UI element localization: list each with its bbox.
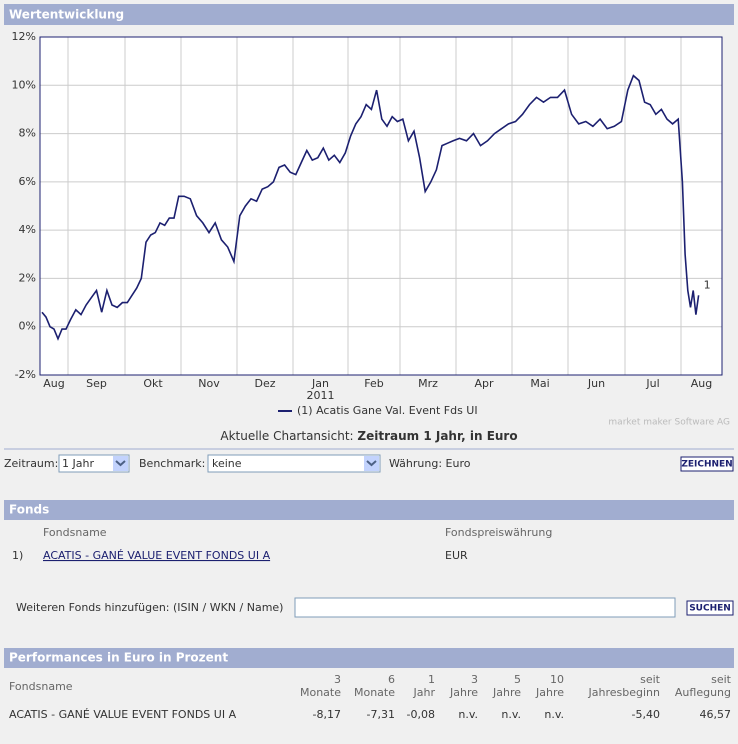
performance-value: n.v. (458, 708, 478, 721)
fund-name: ACATIS - GANÉ VALUE EVENT FONDS UI A (9, 708, 237, 721)
x-tick-label: Mrz (418, 377, 438, 390)
column-header: 3 (471, 673, 478, 686)
y-tick-label: 4% (19, 223, 36, 236)
performance-value: n.v. (544, 708, 564, 721)
select-arrow[interactable] (113, 456, 128, 471)
column-header: seit (640, 673, 661, 686)
y-tick-label: 2% (19, 271, 36, 284)
column-header: Fondsname (43, 526, 107, 539)
column-header: Jahre (492, 686, 521, 699)
y-tick-label: 8% (19, 127, 36, 140)
x-tick-label: Mai (530, 377, 549, 390)
column-header: Monate (354, 686, 395, 699)
plot-area (39, 36, 723, 376)
label: Zeitraum: (4, 457, 58, 470)
performance-value: 46,57 (700, 708, 732, 721)
plot-border (39, 36, 723, 376)
x-tick-label: Aug (691, 377, 712, 390)
arrow-icon (115, 460, 126, 467)
select[interactable] (58, 454, 130, 473)
x-tick-label: Jun (587, 377, 605, 390)
button-label[interactable]: ZEICHNEN (681, 460, 732, 470)
section-title: Performances in Euro in Prozent (9, 651, 228, 665)
column-header: 6 (388, 673, 395, 686)
x-tick-label: Jan (311, 377, 329, 390)
button[interactable] (686, 600, 734, 616)
column-header: Fondsname (9, 680, 73, 693)
column-header: Jahre (535, 686, 564, 699)
performance-value: -8,17 (313, 708, 341, 721)
select-value: keine (212, 457, 242, 470)
x-tick-label: Jul (645, 377, 659, 390)
button-label[interactable]: SUCHEN (689, 604, 731, 614)
x-tick-label: Dez (254, 377, 275, 390)
column-header: Fondspreiswährung (445, 526, 552, 539)
x-tick-label: Feb (364, 377, 383, 390)
column-header: Jahresbeginn (588, 686, 660, 699)
x-tick-label: Apr (474, 377, 494, 390)
watermark: market maker Software AG (608, 418, 730, 428)
x-year-label: 2011 (307, 389, 335, 402)
column-header: 5 (514, 673, 521, 686)
label: Weiteren Fonds hinzufügen: (ISIN / WKN /… (16, 601, 283, 614)
end-label: 1 (704, 278, 711, 291)
column-header: 1 (428, 673, 435, 686)
y-tick-label: 6% (19, 175, 36, 188)
performance-value: -0,08 (407, 708, 435, 721)
x-tick-label: Nov (198, 377, 220, 390)
select-value: 1 Jahr (62, 457, 94, 470)
section-title: Wertentwicklung (9, 8, 124, 22)
column-header: Monate (300, 686, 341, 699)
view-info: Aktuelle Chartansicht: Zeitraum 1 Jahr, … (220, 429, 517, 443)
column-header: seit (711, 673, 732, 686)
view-prefix: Aktuelle Chartansicht: (220, 429, 353, 443)
column-header: 3 (334, 673, 341, 686)
currency: EUR (445, 549, 468, 562)
y-tick-label: -2% (15, 368, 36, 381)
section-header (4, 500, 734, 520)
button[interactable] (680, 456, 734, 472)
section-title: Fonds (9, 503, 49, 517)
x-tick-label: Aug (43, 377, 64, 390)
row-number: 1) (12, 549, 23, 562)
column-header: Jahre (449, 686, 478, 699)
performance-value: -5,40 (632, 708, 660, 721)
view-value: Zeitraum 1 Jahr, in Euro (357, 429, 517, 443)
search-input[interactable] (294, 597, 676, 618)
performance-value: n.v. (501, 708, 521, 721)
fund-link[interactable]: ACATIS - GANÉ VALUE EVENT FONDS UI A (43, 549, 271, 562)
label: Währung: Euro (389, 457, 471, 470)
x-tick-label: Sep (86, 377, 107, 390)
select[interactable] (207, 454, 381, 473)
legend-label: (1) Acatis Gane Val. Event Fds UI (297, 404, 478, 417)
x-tick-label: Okt (143, 377, 163, 390)
arrow-icon (366, 460, 377, 467)
column-header: 10 (550, 673, 564, 686)
section-header (4, 648, 734, 668)
column-header: Jahr (413, 686, 436, 699)
select-arrow[interactable] (364, 456, 379, 471)
y-tick-label: 0% (19, 320, 36, 333)
label: Benchmark: (139, 457, 205, 470)
column-header: Auflegung (675, 686, 731, 699)
y-tick-label: 10% (12, 78, 36, 91)
series-line (41, 74, 700, 341)
y-tick-label: 12% (12, 30, 36, 43)
section-header (4, 4, 734, 25)
performance-value: -7,31 (367, 708, 395, 721)
